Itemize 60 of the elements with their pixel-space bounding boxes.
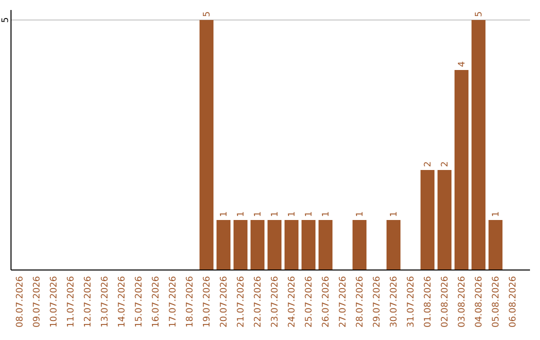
- x-tick-label: 31.07.2026: [406, 276, 416, 328]
- x-tick-label: 06.08.2026: [508, 276, 518, 328]
- bar: [438, 170, 452, 270]
- x-tick-label: 20.07.2026: [220, 276, 230, 328]
- bar: [284, 220, 298, 270]
- data-label: 1: [236, 211, 246, 217]
- x-tick-label: 22.07.2026: [254, 276, 264, 328]
- x-tick-label: 30.07.2026: [390, 276, 400, 328]
- data-label: 2: [424, 161, 434, 167]
- data-label: 1: [356, 211, 366, 217]
- bar: [454, 70, 468, 270]
- x-tick-label: 11.07.2026: [66, 276, 76, 328]
- x-tick-label: 23.07.2026: [270, 276, 280, 328]
- bar: [302, 220, 316, 270]
- bar: [200, 20, 214, 270]
- x-tick-label: 24.07.2026: [288, 276, 298, 328]
- bar: [250, 220, 264, 270]
- data-label: 1: [304, 211, 314, 217]
- data-label: 1: [288, 211, 298, 217]
- bar: [472, 20, 486, 270]
- bar: [386, 220, 400, 270]
- x-tick-label: 18.07.2026: [186, 276, 196, 328]
- x-tick-label: 14.07.2026: [118, 276, 128, 328]
- data-label: 4: [458, 61, 468, 67]
- x-tick-label: 04.08.2026: [474, 276, 484, 328]
- data-label: 1: [220, 211, 230, 217]
- x-tick-label: 10.07.2026: [50, 276, 60, 328]
- x-tick-label: 27.07.2026: [338, 276, 348, 328]
- bar: [216, 220, 230, 270]
- data-label: 1: [390, 211, 400, 217]
- data-label: 2: [440, 161, 450, 167]
- x-tick-label: 08.07.2026: [16, 276, 26, 328]
- x-tick-label: 03.08.2026: [458, 276, 468, 328]
- x-tick-label: 17.07.2026: [168, 276, 178, 328]
- x-tick-label: 15.07.2026: [134, 276, 144, 328]
- bar: [234, 220, 248, 270]
- x-tick-label: 09.07.2026: [32, 276, 42, 328]
- x-tick-label: 13.07.2026: [100, 276, 110, 328]
- data-label: 1: [270, 211, 280, 217]
- x-tick-label: 16.07.2026: [152, 276, 162, 328]
- data-label: 1: [492, 211, 502, 217]
- x-tick-label: 12.07.2026: [84, 276, 94, 328]
- x-tick-label: 05.08.2026: [492, 276, 502, 328]
- data-label: 1: [254, 211, 264, 217]
- x-tick-label: 21.07.2026: [236, 276, 246, 328]
- x-tick-label: 19.07.2026: [202, 276, 212, 328]
- x-tick-label: 26.07.2026: [322, 276, 332, 328]
- bar: [352, 220, 366, 270]
- x-tick-label: 02.08.2026: [440, 276, 450, 328]
- bar: [420, 170, 434, 270]
- x-tick-label: 29.07.2026: [372, 276, 382, 328]
- bar: [268, 220, 282, 270]
- bar: [488, 220, 502, 270]
- x-tick-label: 28.07.2026: [356, 276, 366, 328]
- data-label: 5: [202, 11, 212, 17]
- x-tick-label: 01.08.2026: [424, 276, 434, 328]
- data-label: 1: [322, 211, 332, 217]
- bar: [318, 220, 332, 270]
- x-tick-label: 25.07.2026: [304, 276, 314, 328]
- data-label: 5: [474, 11, 484, 17]
